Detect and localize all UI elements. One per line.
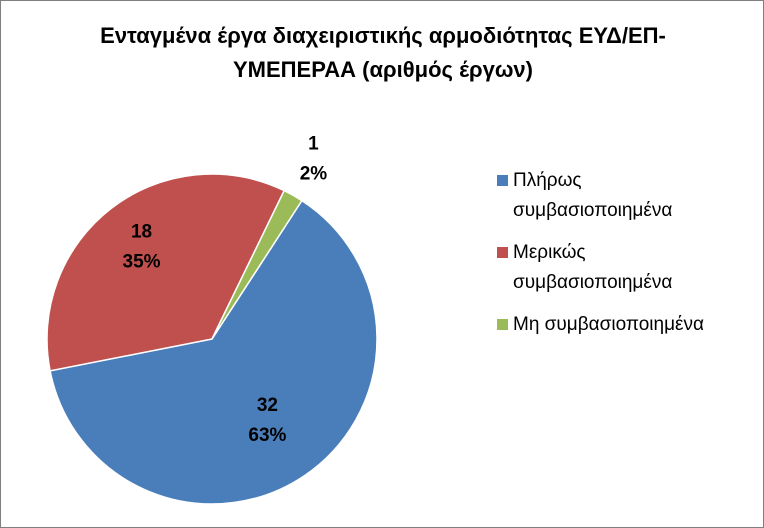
data-label: 32 (257, 395, 278, 416)
legend-swatch (497, 247, 508, 258)
legend-label: Πλήρως συμβασιοποιημένα (513, 170, 673, 221)
legend-swatch (497, 319, 508, 330)
data-label: 18 (131, 221, 152, 242)
legend-label: Μερικώς συμβασιοποιημένα (513, 242, 673, 293)
percent-label: 63% (248, 425, 286, 446)
legend-item: Πλήρως συμβασιοποιημένα (497, 166, 737, 226)
pie-slice (211, 189, 303, 340)
legend-item: Μερικώς συμβασιοποιημένα (497, 238, 737, 298)
percent-label: 2% (300, 163, 328, 184)
legend-item: Μη συμβασιοποιημένα (497, 310, 737, 340)
percent-label: 35% (123, 251, 161, 272)
pie-slice (46, 173, 286, 372)
legend-swatch (497, 175, 508, 186)
legend-label: Μη συμβασιοποιημένα (513, 314, 704, 335)
data-label: 1 (308, 133, 319, 154)
chart-title: Ενταγμένα έργα διαχειριστικής αρμοδιότητ… (100, 23, 666, 82)
pie-slice (49, 199, 378, 505)
legend: Πλήρως συμβασιοποιημένα Μερικώς συμβασιοπ… (497, 166, 737, 352)
